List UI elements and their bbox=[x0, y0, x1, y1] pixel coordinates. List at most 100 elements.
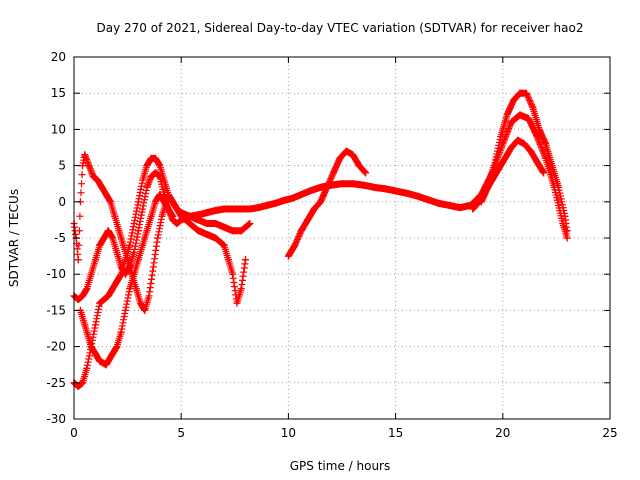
y-tick-label: -30 bbox=[46, 412, 66, 426]
data-point bbox=[317, 183, 325, 191]
data-point bbox=[109, 350, 117, 358]
y-tick-label: 15 bbox=[51, 86, 66, 100]
data-point bbox=[242, 256, 250, 264]
data-point bbox=[510, 96, 518, 104]
data-point bbox=[220, 205, 228, 213]
data-point bbox=[151, 169, 159, 177]
y-tick-label: -25 bbox=[46, 376, 66, 390]
data-point bbox=[310, 205, 318, 213]
x-tick-label: 20 bbox=[495, 426, 510, 440]
data-point bbox=[212, 220, 220, 228]
data-point bbox=[370, 183, 378, 191]
data-points bbox=[70, 89, 571, 390]
data-point bbox=[117, 270, 125, 278]
y-tick-label: -10 bbox=[46, 267, 66, 281]
data-point bbox=[246, 220, 254, 228]
data-point bbox=[402, 189, 410, 197]
data-point bbox=[106, 198, 114, 206]
y-tick-label: 20 bbox=[51, 50, 66, 64]
data-point bbox=[194, 216, 202, 224]
y-tick-label: -5 bbox=[54, 231, 66, 245]
data-point bbox=[297, 191, 305, 199]
data-point bbox=[540, 169, 548, 177]
data-point bbox=[134, 256, 142, 264]
data-point bbox=[154, 234, 162, 242]
data-point bbox=[145, 292, 153, 300]
data-point bbox=[527, 147, 535, 155]
data-point bbox=[224, 256, 232, 264]
data-point bbox=[130, 248, 138, 256]
data-point bbox=[117, 328, 125, 336]
data-point bbox=[233, 299, 241, 307]
data-point bbox=[445, 201, 453, 209]
data-point bbox=[91, 256, 99, 264]
data-point bbox=[143, 227, 151, 235]
y-tick-label: -20 bbox=[46, 340, 66, 354]
data-point bbox=[115, 227, 123, 235]
data-point bbox=[79, 162, 87, 170]
data-point bbox=[96, 241, 104, 249]
data-point bbox=[237, 227, 245, 235]
data-point bbox=[490, 162, 498, 170]
data-point bbox=[81, 321, 89, 329]
data-point bbox=[109, 285, 117, 293]
data-point bbox=[220, 223, 228, 231]
y-tick-label: 0 bbox=[58, 195, 66, 209]
data-point bbox=[533, 158, 541, 166]
data-point bbox=[355, 162, 363, 170]
data-point bbox=[203, 230, 211, 238]
data-point bbox=[83, 364, 91, 372]
ticks: 0 5 10 15 20 25 -30 -25 -20 -15 -10 -5 0 5 10 15 20 bbox=[46, 50, 617, 440]
data-point bbox=[329, 169, 337, 177]
data-point bbox=[246, 205, 254, 213]
data-point bbox=[229, 227, 237, 235]
data-point bbox=[100, 296, 108, 304]
data-point bbox=[362, 169, 370, 177]
data-point bbox=[173, 220, 181, 228]
data-point bbox=[151, 198, 159, 206]
y-tick-label: 10 bbox=[51, 122, 66, 136]
data-point bbox=[156, 162, 164, 170]
data-point bbox=[132, 285, 140, 293]
data-point bbox=[74, 256, 82, 264]
data-point bbox=[456, 204, 464, 212]
series-arc-3 bbox=[70, 151, 250, 314]
data-point bbox=[529, 104, 537, 112]
data-point bbox=[203, 209, 211, 217]
data-point bbox=[499, 140, 507, 148]
data-point bbox=[119, 241, 127, 249]
data-point bbox=[91, 321, 99, 329]
data-point bbox=[469, 205, 477, 213]
series-arc-5 bbox=[284, 147, 370, 260]
data-point bbox=[79, 379, 87, 387]
data-point bbox=[220, 241, 228, 249]
data-point bbox=[147, 172, 155, 180]
data-point bbox=[85, 162, 93, 170]
data-point bbox=[434, 199, 442, 207]
data-point bbox=[126, 241, 134, 249]
data-point bbox=[212, 206, 220, 214]
data-point bbox=[186, 212, 194, 220]
data-point bbox=[542, 140, 550, 148]
data-point bbox=[74, 296, 82, 304]
data-point bbox=[104, 227, 112, 235]
data-point bbox=[413, 192, 421, 200]
data-point bbox=[514, 136, 522, 144]
data-point bbox=[89, 172, 97, 180]
data-point bbox=[160, 176, 168, 184]
data-point bbox=[488, 176, 496, 184]
data-point bbox=[522, 89, 530, 97]
data-point bbox=[81, 151, 89, 159]
data-point bbox=[317, 198, 325, 206]
data-point bbox=[113, 248, 121, 256]
data-point bbox=[113, 277, 121, 285]
data-point bbox=[126, 285, 134, 293]
data-point bbox=[381, 185, 389, 193]
data-point bbox=[121, 306, 129, 314]
x-axis-label: GPS time / hours bbox=[290, 459, 391, 473]
data-point bbox=[143, 162, 151, 170]
x-tick-label: 10 bbox=[281, 426, 296, 440]
data-point bbox=[229, 205, 237, 213]
data-point bbox=[130, 220, 138, 228]
